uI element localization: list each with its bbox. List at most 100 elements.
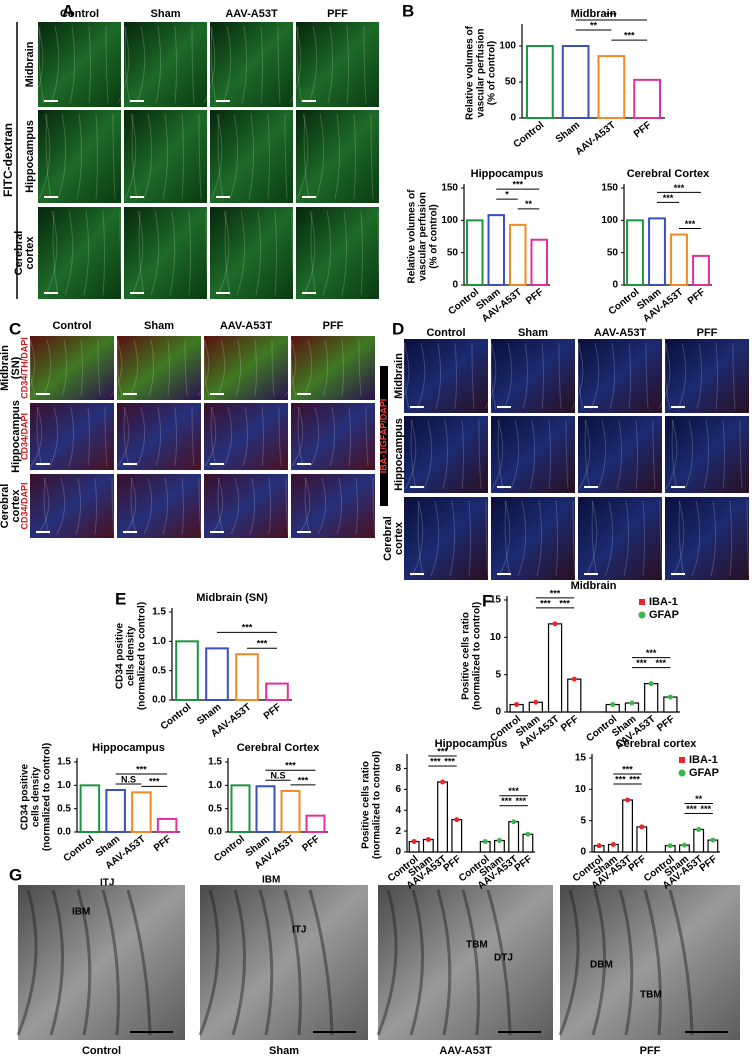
texture (283, 889, 302, 1036)
texture (231, 889, 247, 1036)
mean-dot (667, 694, 673, 700)
micrograph (491, 497, 575, 580)
texture (303, 210, 316, 296)
y-tick-label: 100 (601, 215, 618, 226)
y-tick-label: 2 (395, 826, 401, 837)
texture (130, 477, 137, 535)
texture (119, 210, 123, 296)
legend-label: IBA-1 (689, 754, 718, 766)
texture (334, 113, 341, 200)
texture (83, 210, 90, 296)
texture (584, 419, 591, 490)
texture (203, 339, 210, 397)
texture (336, 477, 343, 535)
significance: *** (550, 588, 561, 598)
texture (678, 500, 685, 577)
texture (167, 339, 170, 397)
bar (648, 217, 666, 286)
mean-dot (610, 702, 616, 708)
texture (97, 339, 101, 397)
texture (355, 477, 358, 535)
texture (498, 500, 511, 577)
significance: *** (685, 219, 696, 229)
texture (590, 342, 600, 410)
texture (454, 342, 457, 410)
y-tick-label: 15 (575, 753, 587, 764)
texture (410, 419, 417, 490)
texture (468, 500, 471, 577)
bar (487, 214, 505, 286)
texture (254, 339, 257, 397)
mean-dot (411, 839, 417, 845)
texture (609, 342, 616, 410)
legend-label: IBA-1 (649, 596, 678, 608)
texture (290, 339, 297, 397)
texture (169, 210, 176, 296)
texture (449, 500, 456, 577)
texture (50, 25, 60, 104)
mean-dot (681, 842, 687, 848)
micrograph (30, 336, 114, 400)
mean-dot (533, 699, 539, 705)
texture (64, 210, 74, 296)
y-axis-label: (normalized to control) (472, 602, 483, 710)
texture (317, 477, 327, 535)
significance: N.S (270, 771, 285, 781)
caption: PFF (640, 1045, 661, 1057)
texture (61, 339, 68, 397)
significance: *** (516, 796, 527, 806)
mean-dot (710, 837, 716, 843)
texture (715, 342, 718, 410)
texture (522, 342, 529, 410)
y-tick-label: 0 (580, 847, 586, 858)
texture (197, 339, 210, 397)
texture (664, 342, 671, 410)
y-tick-label: 0.0 (152, 695, 166, 706)
micrograph (491, 416, 575, 493)
texture (618, 889, 634, 1036)
texture (722, 419, 725, 490)
micrograph (38, 207, 121, 299)
texture (710, 500, 717, 577)
bar (526, 45, 554, 119)
x-tick-label: Sham (554, 120, 582, 146)
significance: *** (636, 658, 647, 668)
texture (746, 500, 750, 577)
micrograph (578, 497, 662, 580)
texture (365, 406, 369, 467)
structure-label: DBM (590, 960, 613, 971)
y-tick-label: 15 (490, 595, 502, 606)
bar (692, 254, 710, 286)
texture (436, 889, 452, 1036)
mean-dot (511, 819, 517, 825)
texture (585, 500, 598, 577)
column-header: AAV-A53T (594, 327, 647, 339)
texture (174, 406, 177, 467)
bar (633, 78, 661, 119)
x-tick-label: PFF (632, 120, 654, 140)
texture (131, 210, 144, 296)
texture (490, 342, 497, 410)
row-label: cortex (10, 489, 22, 523)
micrograph (117, 474, 201, 538)
texture (491, 419, 504, 490)
texture (23, 339, 36, 397)
chart-title: Hippocampus (471, 168, 544, 180)
texture (591, 500, 598, 577)
texture (732, 342, 736, 410)
mean-dot (571, 676, 577, 682)
y-axis-label: Positive cells ratio (461, 612, 472, 700)
texture (268, 477, 271, 535)
texture (198, 477, 202, 535)
row-label: Cerebral (382, 516, 394, 561)
bar (466, 219, 484, 286)
texture (558, 889, 580, 1036)
texture (278, 406, 282, 467)
texture (88, 25, 91, 104)
texture (131, 113, 138, 200)
texture (417, 500, 424, 577)
texture (363, 25, 367, 104)
mean-dot (610, 841, 616, 847)
texture (677, 342, 687, 410)
structure-label: DTJ (494, 953, 513, 964)
